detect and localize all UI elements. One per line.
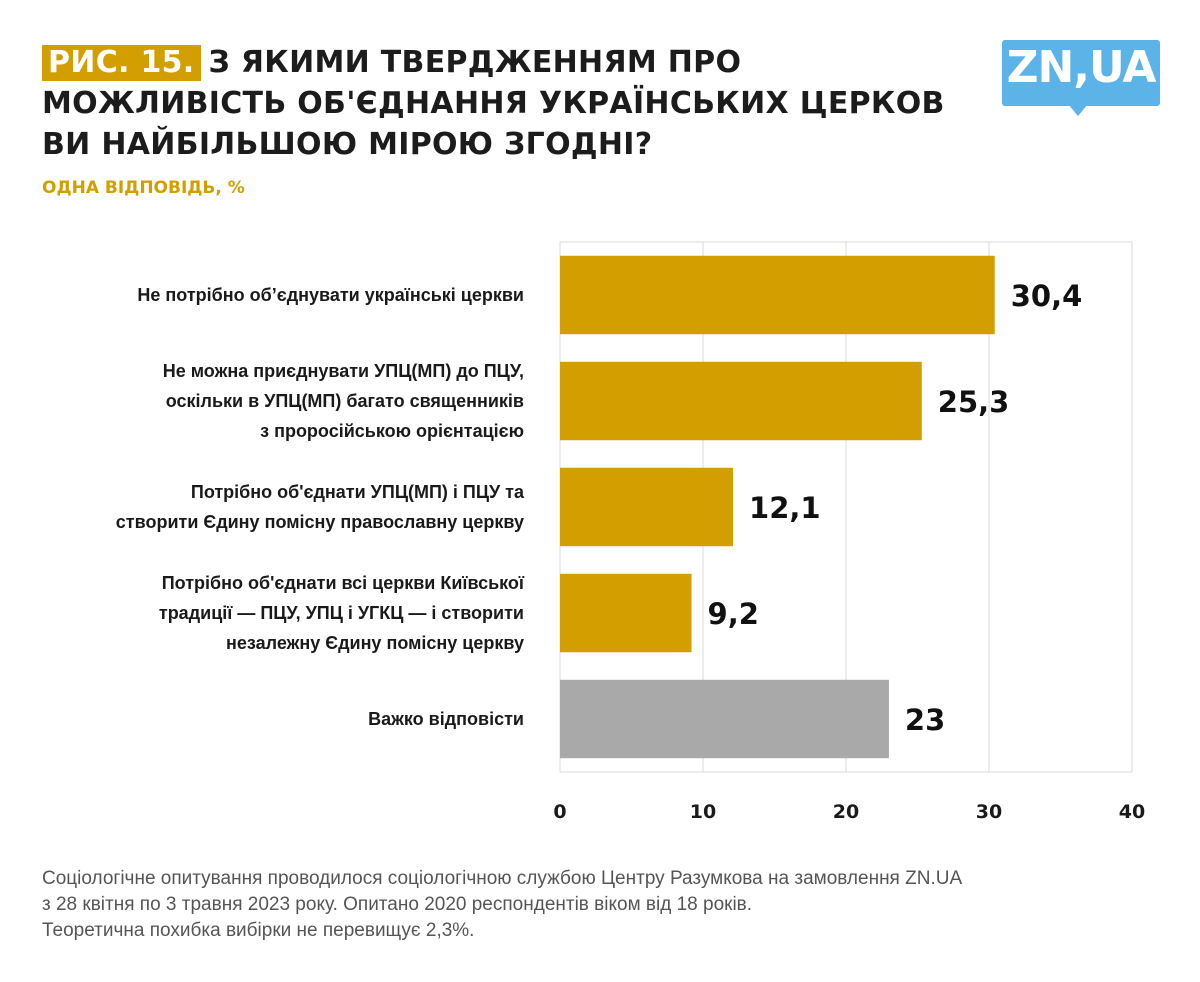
value-label: 23 bbox=[905, 703, 945, 737]
category-label: Потрібно об'єднати УПЦ(МП) і ПЦУ та створ… bbox=[116, 477, 524, 537]
value-label: 12,1 bbox=[749, 491, 821, 525]
bar bbox=[560, 573, 692, 653]
footnote-line: Теоретична похибка вибірки не перевищує … bbox=[42, 920, 475, 941]
footnote: Соціологічне опитування проводилося соці… bbox=[42, 866, 962, 944]
bar bbox=[560, 679, 889, 759]
x-tick-label: 30 bbox=[976, 801, 1002, 823]
footnote-line: з 28 квітня по 3 травня 2023 року. Опита… bbox=[42, 894, 753, 915]
x-tick-label: 0 bbox=[553, 801, 566, 823]
category-label: Важко відповісти bbox=[368, 704, 524, 734]
category-label: Потрібно об'єднати всі церкви Київської т… bbox=[159, 568, 524, 658]
category-label-line: оскільки в УПЦ(МП) багато священників bbox=[165, 391, 524, 411]
bar bbox=[560, 467, 734, 547]
bar bbox=[560, 361, 922, 441]
category-label: Не потрібно об’єднувати українські церкв… bbox=[137, 280, 524, 310]
value-label: 25,3 bbox=[938, 385, 1010, 419]
category-label-line: традиції — ПЦУ, УПЦ і УГКЦ — і створити bbox=[158, 603, 524, 623]
category-label-line: Важко відповісти bbox=[368, 709, 524, 729]
category-label-line: з проросійською орієнтацією bbox=[260, 421, 524, 441]
bar bbox=[560, 255, 995, 335]
chart-subtitle: ОДНА ВІДПОВІДЬ, % bbox=[42, 178, 245, 198]
x-tick-label: 40 bbox=[1119, 801, 1145, 823]
category-label-line: створити Єдину помісну православну церкв… bbox=[115, 512, 524, 532]
title-text: З якими твердженням про можливість об'єд… bbox=[42, 45, 945, 162]
value-label: 9,2 bbox=[708, 597, 759, 631]
x-tick-label: 10 bbox=[690, 801, 716, 823]
category-label: Не можна приєднувати УПЦ(МП) до ПЦУ, оскі… bbox=[163, 356, 524, 446]
category-label-line: Не можна приєднувати УПЦ(МП) до ПЦУ, bbox=[162, 361, 524, 381]
speech-bubble-tail-icon bbox=[1068, 104, 1088, 116]
category-label-line: Потрібно об'єднати всі церкви Київської bbox=[161, 573, 524, 593]
category-label-line: Потрібно об'єднати УПЦ(МП) і ПЦУ та bbox=[190, 482, 524, 502]
value-label: 30,4 bbox=[1011, 279, 1083, 313]
x-tick-label: 20 bbox=[833, 801, 859, 823]
chart-title: Рис. 15. З якими твердженням про можливіс… bbox=[42, 42, 982, 165]
footnote-line: Соціологічне опитування проводилося соці… bbox=[42, 868, 963, 889]
zn-ua-logo: ZN,UA bbox=[1002, 40, 1160, 116]
logo-text: ZN,UA bbox=[1006, 42, 1157, 93]
figure-badge: Рис. 15. bbox=[42, 45, 201, 81]
category-label-line: незалежну Єдину помісну церкву bbox=[226, 633, 524, 653]
category-label-line: Не потрібно об’єднувати українські церкв… bbox=[137, 285, 524, 305]
